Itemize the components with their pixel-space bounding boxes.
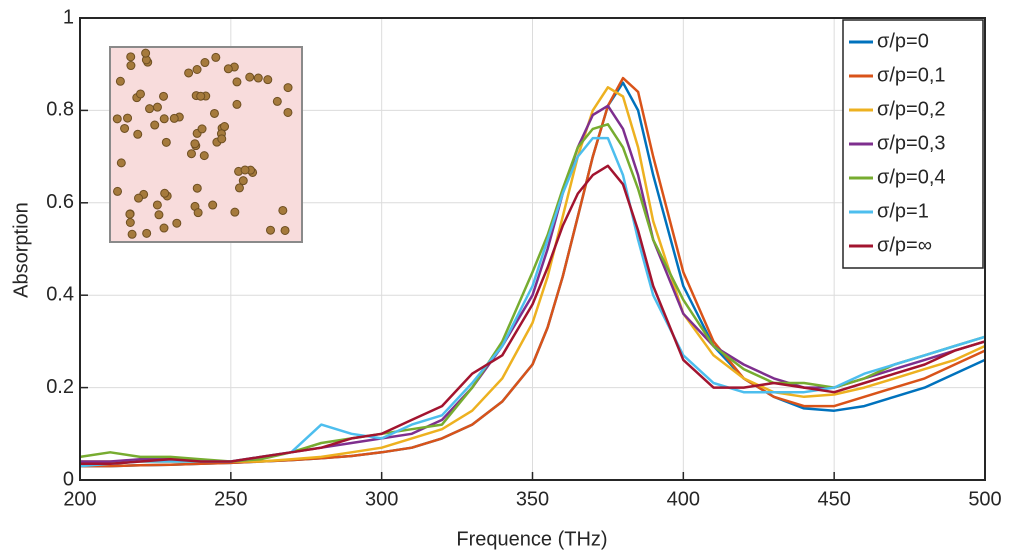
inset-particle [223, 64, 233, 74]
inset-particle [186, 149, 196, 159]
inset-particle [152, 102, 162, 112]
inset-particle [238, 176, 248, 186]
inset-particle [232, 99, 242, 109]
x-tick-label: 400 [667, 488, 700, 510]
inset-particle [263, 75, 273, 85]
inset-particle [125, 218, 135, 228]
y-tick-label: 1 [63, 6, 74, 28]
inset-particle [245, 72, 255, 82]
legend-label: σ/p=0,4 [877, 166, 946, 188]
inset-particle [123, 113, 133, 123]
inset-particle [272, 96, 282, 106]
inset-particle [113, 186, 123, 196]
inset-particle [169, 113, 179, 123]
inset-particle [172, 218, 182, 228]
inset-particle [230, 207, 240, 217]
x-axis-label: Frequence (THz) [456, 528, 607, 550]
x-tick-label: 450 [817, 488, 850, 510]
inset-particle [116, 158, 126, 168]
inset-particle [159, 223, 169, 233]
inset-particle [234, 183, 244, 193]
y-tick-label: 0.8 [46, 99, 74, 121]
inset-particle [190, 139, 200, 149]
series-line [80, 164, 986, 466]
inset-particle [199, 151, 209, 161]
inset-particle [192, 183, 202, 193]
inset-particle [159, 114, 169, 124]
inset-particle [283, 107, 293, 117]
inset-particle [125, 209, 135, 219]
y-axis-label: Absorption [10, 202, 32, 298]
inset-particle [240, 165, 250, 175]
inset-particle [232, 77, 242, 87]
y-tick-label: 0.6 [46, 191, 74, 213]
inset-particle [115, 76, 125, 86]
x-tick-label: 250 [214, 488, 247, 510]
legend-label: σ/p=0,2 [877, 98, 946, 120]
series-line [79, 123, 986, 463]
inset-particle [133, 129, 143, 139]
inset-particle [152, 200, 162, 210]
inset-particle [184, 68, 194, 78]
inset-particle [196, 91, 206, 101]
legend-label: σ/p=0 [877, 30, 929, 52]
legend-label: σ/p=0,3 [877, 132, 946, 154]
inset-particle [134, 193, 144, 203]
inset-particle [278, 205, 288, 215]
inset-particle [208, 200, 218, 210]
inset [109, 46, 303, 243]
inset-particle [112, 114, 122, 124]
y-tick-label: 0.2 [46, 376, 74, 398]
x-tick-label: 300 [365, 488, 398, 510]
legend-label: σ/p=0,1 [877, 64, 946, 86]
inset-particle [197, 124, 207, 134]
inset-particle [217, 134, 227, 144]
series-line [80, 86, 986, 463]
inset-particle [193, 208, 203, 218]
inset-particle [142, 228, 152, 238]
legend-label: σ/p=1 [877, 200, 929, 222]
lines [79, 76, 986, 468]
inset-particle [154, 210, 164, 220]
inset-particle [127, 229, 137, 239]
inset-particle [211, 52, 221, 62]
inset-particle [145, 104, 155, 114]
inset-particle [126, 52, 136, 62]
inset-particle [141, 48, 151, 58]
x-tick-label: 500 [968, 488, 1001, 510]
x-tick-label: 350 [516, 488, 549, 510]
legend: σ/p=0 σ/p=0,1 σ/p=0,2 σ/p=0,3 σ/p=0,4 σ/p=1 σ/… [842, 19, 984, 269]
inset-particle [120, 123, 130, 133]
y-tick-label: 0 [63, 468, 74, 490]
inset-particle [192, 65, 202, 75]
inset-particle [266, 225, 276, 235]
inset-particle [126, 61, 136, 71]
inset-particle [161, 137, 171, 147]
inset-particle [159, 91, 169, 101]
y-tick-label: 0.4 [46, 283, 74, 305]
inset-particle [283, 83, 293, 93]
inset-panel [109, 46, 303, 243]
inset-particle [280, 225, 290, 235]
inset-particle [135, 89, 145, 99]
inset-particle [200, 58, 210, 68]
x-tick-label: 200 [63, 488, 96, 510]
legend-label: σ/p=∞ [877, 234, 932, 256]
inset-particle [150, 120, 160, 130]
inset-particle [253, 73, 263, 83]
inset-particle [209, 108, 219, 118]
inset-particle [160, 188, 170, 198]
